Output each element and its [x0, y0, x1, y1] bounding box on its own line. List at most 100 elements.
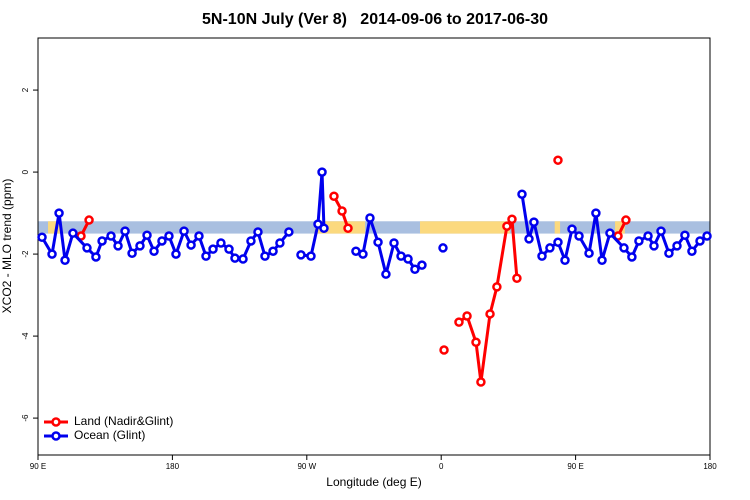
data-point	[296, 250, 306, 260]
data-point	[476, 377, 486, 387]
data-point	[224, 244, 234, 254]
data-point	[634, 236, 644, 246]
data-point	[643, 231, 653, 241]
data-point	[438, 243, 448, 253]
data-point	[135, 241, 145, 251]
data-point	[537, 251, 547, 261]
data-point	[113, 241, 123, 251]
y-tick-label: -2	[21, 250, 30, 258]
data-point	[524, 234, 534, 244]
data-point	[201, 251, 211, 261]
plot-frame	[37, 37, 711, 456]
data-point	[621, 215, 631, 225]
data-point	[507, 214, 517, 224]
land-band	[419, 221, 510, 234]
data-point	[695, 236, 705, 246]
data-point	[502, 221, 512, 231]
legend-marker	[51, 417, 61, 427]
data-point	[97, 236, 107, 246]
y-tick-label: 0	[21, 169, 30, 174]
data-point	[656, 226, 666, 236]
data-point	[246, 236, 256, 246]
y-axis-label: XCO2 - MLO trend (ppm)	[0, 179, 14, 314]
legend-label: Ocean (Glint)	[74, 428, 145, 442]
data-point	[343, 223, 353, 234]
data-point	[91, 252, 101, 262]
data-point	[553, 237, 563, 247]
data-point	[164, 231, 174, 241]
data-point	[127, 248, 137, 259]
data-point	[238, 254, 248, 264]
data-point	[106, 231, 116, 241]
data-point	[208, 244, 218, 254]
data-point	[389, 238, 399, 248]
data-point	[47, 249, 57, 259]
data-point	[619, 243, 629, 253]
y-tick-label: 2	[21, 87, 30, 92]
data-point	[337, 206, 347, 216]
data-point	[230, 253, 240, 263]
data-point	[553, 155, 563, 165]
data-point	[680, 230, 690, 240]
data-point	[410, 264, 420, 275]
data-point	[68, 228, 78, 238]
data-point	[492, 282, 502, 292]
x-tick-label: 180	[703, 462, 717, 471]
chart-title: 5N-10N July (Ver 8) 2014-09-06 to 2017-0…	[202, 11, 548, 28]
data-point	[216, 238, 226, 248]
data-point	[439, 345, 449, 355]
land-band	[554, 221, 561, 234]
x-tick-label: 90 E	[567, 462, 583, 471]
data-point	[317, 167, 327, 177]
data-point	[54, 208, 64, 218]
data-point	[37, 232, 47, 243]
data-point	[268, 246, 278, 256]
data-point	[358, 249, 368, 259]
data-point	[574, 231, 584, 241]
data-point	[672, 241, 682, 251]
data-point	[403, 254, 413, 264]
data-point	[462, 311, 472, 321]
data-point	[260, 251, 270, 261]
data-point	[82, 243, 92, 253]
data-point	[60, 255, 70, 265]
land-band	[615, 221, 625, 234]
data-point	[253, 227, 263, 237]
data-point	[120, 226, 130, 236]
x-tick-label: 0	[439, 462, 444, 471]
data-point	[329, 191, 339, 202]
data-point	[702, 231, 712, 241]
data-point	[471, 337, 481, 347]
data-point	[649, 241, 659, 251]
land-band	[48, 221, 60, 234]
data-point	[627, 252, 637, 262]
data-point	[365, 213, 375, 223]
data-point	[186, 240, 196, 250]
data-point	[275, 238, 285, 248]
data-point	[313, 219, 323, 229]
data-point	[664, 248, 674, 259]
legend-marker	[51, 431, 61, 441]
y-tick-label: -4	[21, 332, 30, 340]
data-point	[454, 317, 464, 327]
data-point	[529, 217, 539, 227]
x-tick-label: 180	[166, 462, 180, 471]
data-point	[381, 269, 391, 279]
data-point	[597, 255, 607, 265]
data-point	[306, 251, 316, 261]
data-point	[512, 273, 522, 284]
data-point	[584, 248, 594, 259]
data-point	[567, 224, 577, 234]
data-point	[149, 246, 159, 256]
data-point	[417, 260, 427, 270]
x-axis-label: Longitude (deg E)	[326, 475, 421, 489]
data-point	[194, 231, 204, 241]
data-point	[171, 249, 181, 259]
data-point	[545, 243, 555, 253]
legend-label: Land (Nadir&Glint)	[74, 414, 173, 428]
data-point	[560, 255, 570, 265]
data-point	[84, 215, 94, 225]
data-point	[485, 309, 495, 319]
